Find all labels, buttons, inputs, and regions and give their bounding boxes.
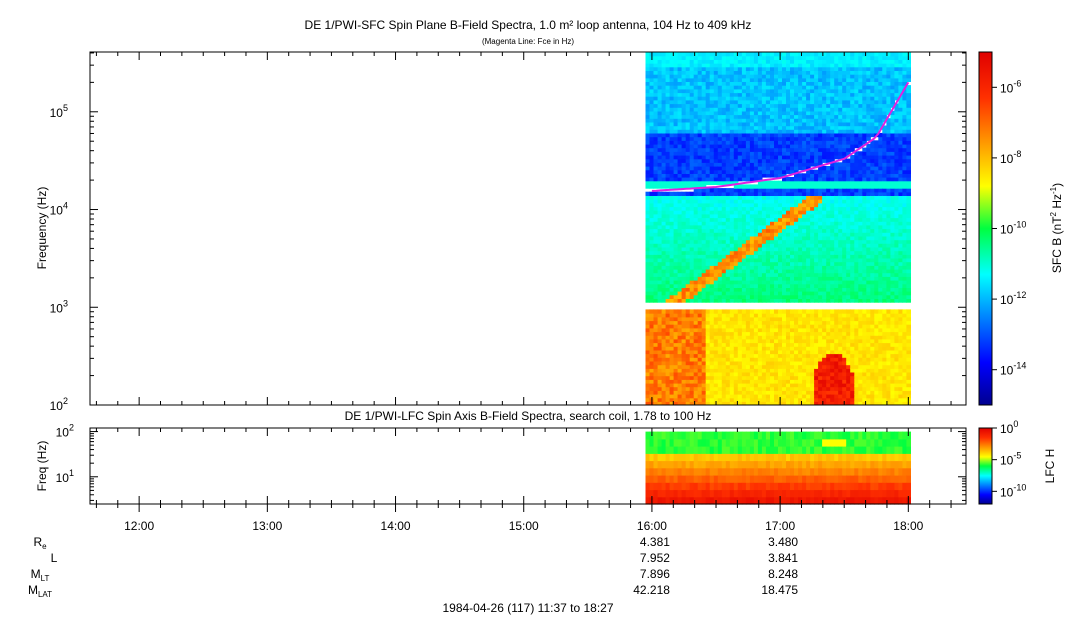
top-colorbar-tick-label: 10-14 [1000,361,1026,378]
ephemeris-value: 4.381 [640,535,670,549]
ephemeris-table: Re 4.381 3.480 L 7.952 3.841 MLT 7.896 8.248 MLAT… [28,535,798,599]
bottom-y-axis-label: Freq (Hz) [35,441,49,492]
bottom-colorbar-tick-label: 10-10 [1000,482,1026,499]
time-tick-label: 16:00 [637,519,667,533]
top-colorbar [978,51,993,406]
time-axis: 12:00 13:00 14:00 15:00 16:00 17:00 18:00 [90,52,966,533]
time-tick-label: 13:00 [252,519,282,533]
top-colorbar-tick-label: 10-8 [1000,149,1021,166]
date-range-label: 1984-04-26 (117) 11:37 to 18:27 [442,601,613,615]
ephemeris-row-label: L [51,551,58,565]
time-tick-label: 12:00 [124,519,154,533]
top-colorbar-label: SFC B (nT2 Hz-1) [1049,183,1064,273]
top-spectrogram [645,52,911,405]
ephemeris-row-label: MLT [31,567,50,583]
time-tick-label: 14:00 [381,519,411,533]
ephemeris-value: 42.218 [633,583,670,597]
top-colorbar-ticks: 10-6 10-8 10-10 10-12 10-14 [992,78,1026,378]
ephemeris-value: 18.475 [761,583,798,597]
top-y-tick-label: 102 [50,396,68,413]
top-plot-frame [89,51,967,406]
ephemeris-value: 7.896 [640,567,670,581]
ephemeris-row-label: Re [33,535,47,551]
time-tick-label: 15:00 [509,519,539,533]
bottom-colorbar [978,427,993,505]
time-tick-label: 17:00 [765,519,795,533]
top-chart-subtitle: (Magenta Line: Fce in Hz) [482,37,574,46]
top-colorbar-tick-label: 10-12 [1000,290,1026,307]
bottom-chart-title: DE 1/PWI-LFC Spin Axis B-Field Spectra, … [345,409,712,423]
bottom-y-tick-label: 102 [56,423,74,440]
bottom-colorbar-tick-label: 10-5 [1000,451,1021,468]
top-colorbar-tick-label: 10-6 [1000,78,1021,95]
fce-magenta-line [651,81,910,192]
top-y-tick-label: 103 [50,298,68,315]
bottom-colorbar-ticks: 100 10-5 10-10 [992,419,1026,499]
bottom-spectrogram [645,431,911,505]
top-y-tick-label: 105 [50,103,68,120]
ephemeris-value: 3.480 [768,535,798,549]
bottom-y-tick-label: 101 [56,468,74,485]
bottom-colorbar-label: LFC H [1043,449,1057,484]
top-y-tick-label: 104 [50,201,68,218]
ephemeris-value: 8.248 [768,567,798,581]
top-y-axis-label: Frequency (Hz) [35,187,49,270]
ephemeris-value: 3.841 [768,551,798,565]
top-colorbar-tick-label: 10-10 [1000,220,1026,237]
time-tick-label: 18:00 [893,519,923,533]
ephemeris-row-label: MLAT [28,583,52,599]
top-chart-title: DE 1/PWI-SFC Spin Plane B-Field Spectra,… [305,18,752,32]
bottom-colorbar-tick-label: 100 [1000,419,1018,436]
ephemeris-value: 7.952 [640,551,670,565]
